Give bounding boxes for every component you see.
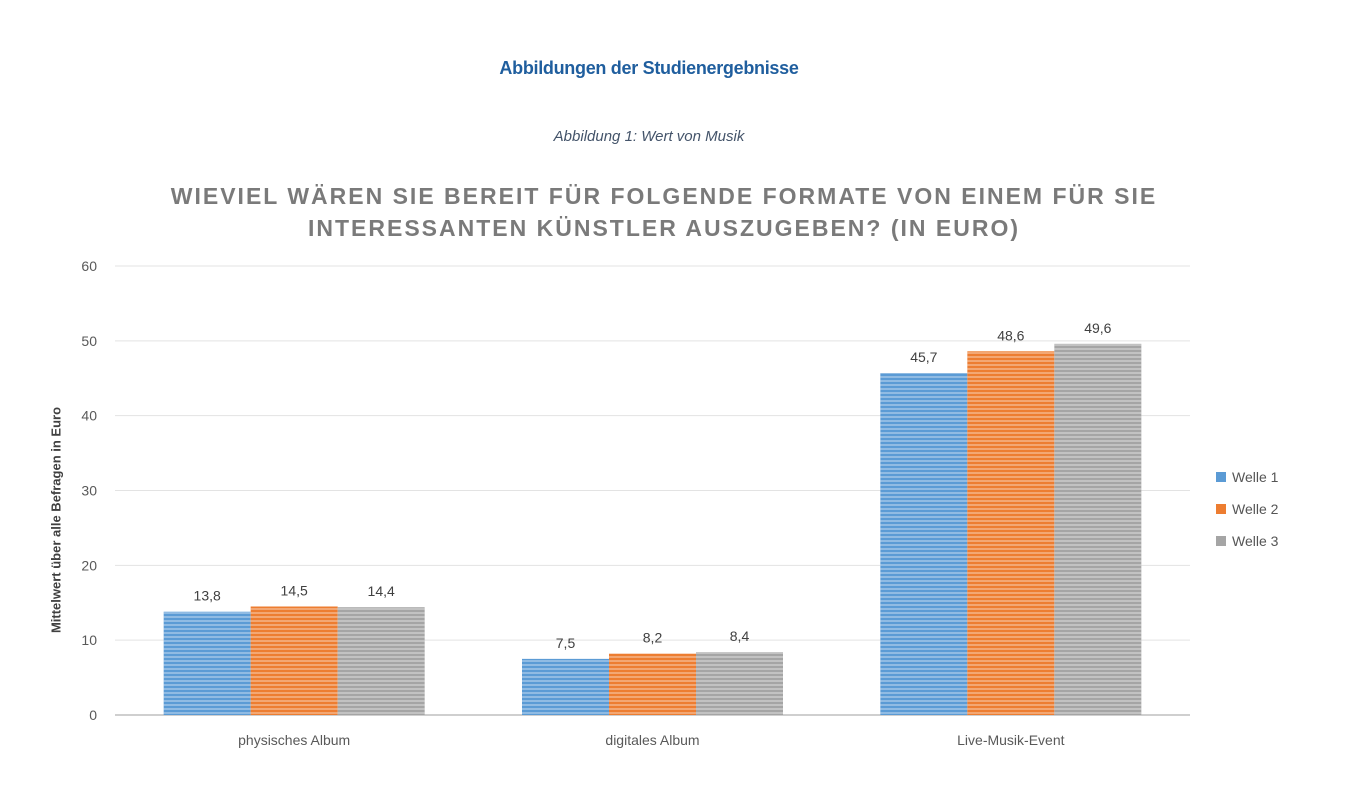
data-label: 7,5 [556, 635, 576, 651]
bar-texture [522, 658, 609, 715]
bar-texture [967, 351, 1055, 715]
legend-label: Welle 3 [1232, 533, 1279, 549]
y-axis-label: Mittelwert über alle Befragen in Euro [48, 406, 64, 634]
data-label: 45,7 [910, 349, 937, 365]
chart-title-line-1: WIEVIEL WÄREN SIE BEREIT FÜR FOLGENDE FO… [170, 183, 1158, 209]
legend-label: Welle 2 [1232, 501, 1279, 517]
data-label: 48,6 [997, 327, 1024, 343]
y-tick-label: 10 [81, 632, 97, 648]
x-tick-label: digitales Album [605, 732, 699, 748]
data-label: 49,6 [1084, 320, 1111, 336]
legend-swatch [1216, 536, 1226, 546]
data-label: 13,8 [194, 588, 221, 604]
legend-label: Welle 1 [1232, 469, 1279, 485]
x-tick-label: physisches Album [238, 732, 350, 748]
section-heading: Abbildungen der Studienergebnisse [499, 58, 799, 78]
x-tick-label: Live-Musik-Event [957, 732, 1064, 748]
bars [163, 343, 1142, 715]
bar-texture [880, 373, 968, 715]
legend-swatch [1216, 472, 1226, 482]
data-label: 8,4 [730, 628, 750, 644]
data-label: 14,4 [368, 583, 395, 599]
y-tick-label: 0 [89, 707, 97, 723]
chart-title-line-2: INTERESSANTEN KÜNSTLER AUSZUGEBEN? (IN E… [308, 215, 1020, 241]
y-tick-label: 40 [81, 408, 97, 424]
data-labels: 13,8 14,5 14,4 7,5 8,2 8,4 45,7 48,6 49,6 [194, 320, 1112, 651]
data-label: 8,2 [643, 630, 663, 646]
legend-item-welle-3: Welle 3 [1216, 525, 1278, 557]
y-tick-label: 60 [81, 258, 97, 274]
legend-item-welle-1: Welle 1 [1216, 461, 1278, 493]
y-tick-label: 50 [81, 333, 97, 349]
bar-texture [1054, 343, 1142, 715]
bar-texture [609, 653, 696, 715]
data-label: 14,5 [281, 582, 308, 598]
bar-texture [163, 611, 251, 715]
legend-swatch [1216, 504, 1226, 514]
x-axis-ticks: physisches Album digitales Album Live-Musi… [238, 732, 1064, 748]
y-tick-label: 20 [81, 557, 97, 573]
bar-texture [337, 607, 425, 715]
y-axis-ticks: 0 10 20 30 40 50 60 [81, 258, 97, 723]
legend-item-welle-2: Welle 2 [1216, 493, 1278, 525]
legend: Welle 1 Welle 2 Welle 3 [1216, 461, 1278, 557]
figure-caption: Abbildung 1: Wert von Musik [553, 128, 745, 145]
bar-texture [696, 652, 783, 715]
bar-texture [250, 606, 338, 715]
chart-title: WIEVIEL WÄREN SIE BEREIT FÜR FOLGENDE FO… [60, 180, 1268, 244]
y-tick-label: 30 [81, 483, 97, 499]
